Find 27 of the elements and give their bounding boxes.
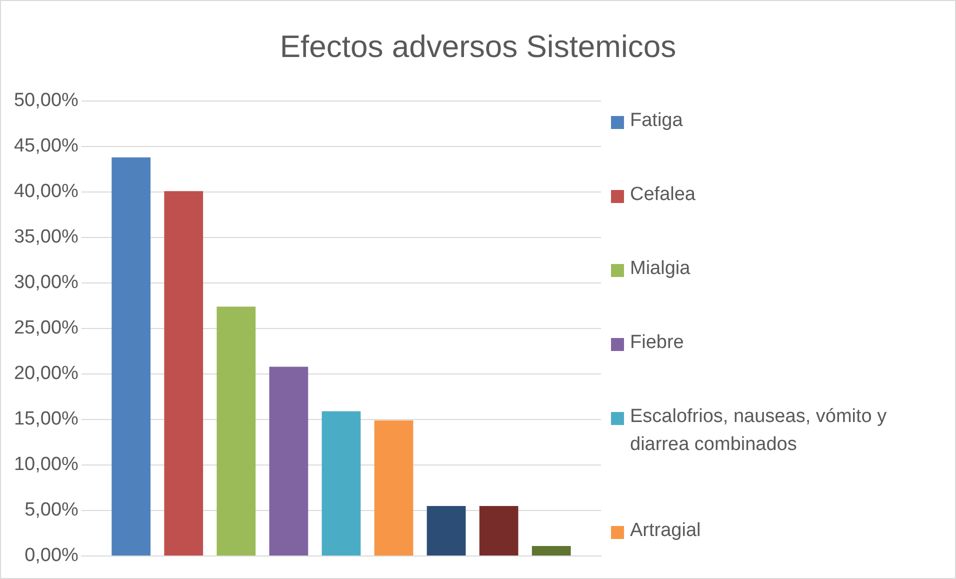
y-tick-label: 5,00%	[24, 500, 79, 521]
y-tick-label: 0,00%	[24, 545, 79, 566]
chart-title: Efectos adversos Sistemicos	[278, 29, 678, 65]
bar	[479, 506, 518, 556]
bar	[164, 191, 204, 556]
legend-label: Fiebre	[630, 331, 684, 355]
bar	[374, 420, 414, 556]
bar	[532, 546, 571, 556]
legend-label: Cefalea	[630, 183, 696, 207]
y-tick-label: 15,00%	[14, 408, 79, 430]
bar	[426, 506, 466, 556]
y-tick-label: 50,00%	[14, 90, 79, 112]
legend-label: Escalofrios, nauseas, vómito y diarrea combinados	[630, 405, 888, 457]
y-tick-label: 30,00%	[14, 272, 79, 294]
y-tick-label: 20,00%	[14, 363, 79, 384]
y-tick-label: 45,00%	[14, 136, 79, 157]
bar	[216, 306, 256, 556]
legend-label: Artragial	[630, 519, 701, 543]
y-tick-label: 35,00%	[14, 226, 79, 248]
bar	[269, 366, 308, 556]
y-tick-label: 25,00%	[14, 318, 79, 339]
bar	[112, 157, 151, 556]
bar	[322, 411, 361, 556]
y-tick-label: 10,00%	[14, 454, 79, 476]
y-tick-label: 40,00%	[14, 181, 79, 202]
legend-label: Mialgia	[630, 257, 690, 281]
legend-label: Fatiga	[630, 109, 683, 133]
